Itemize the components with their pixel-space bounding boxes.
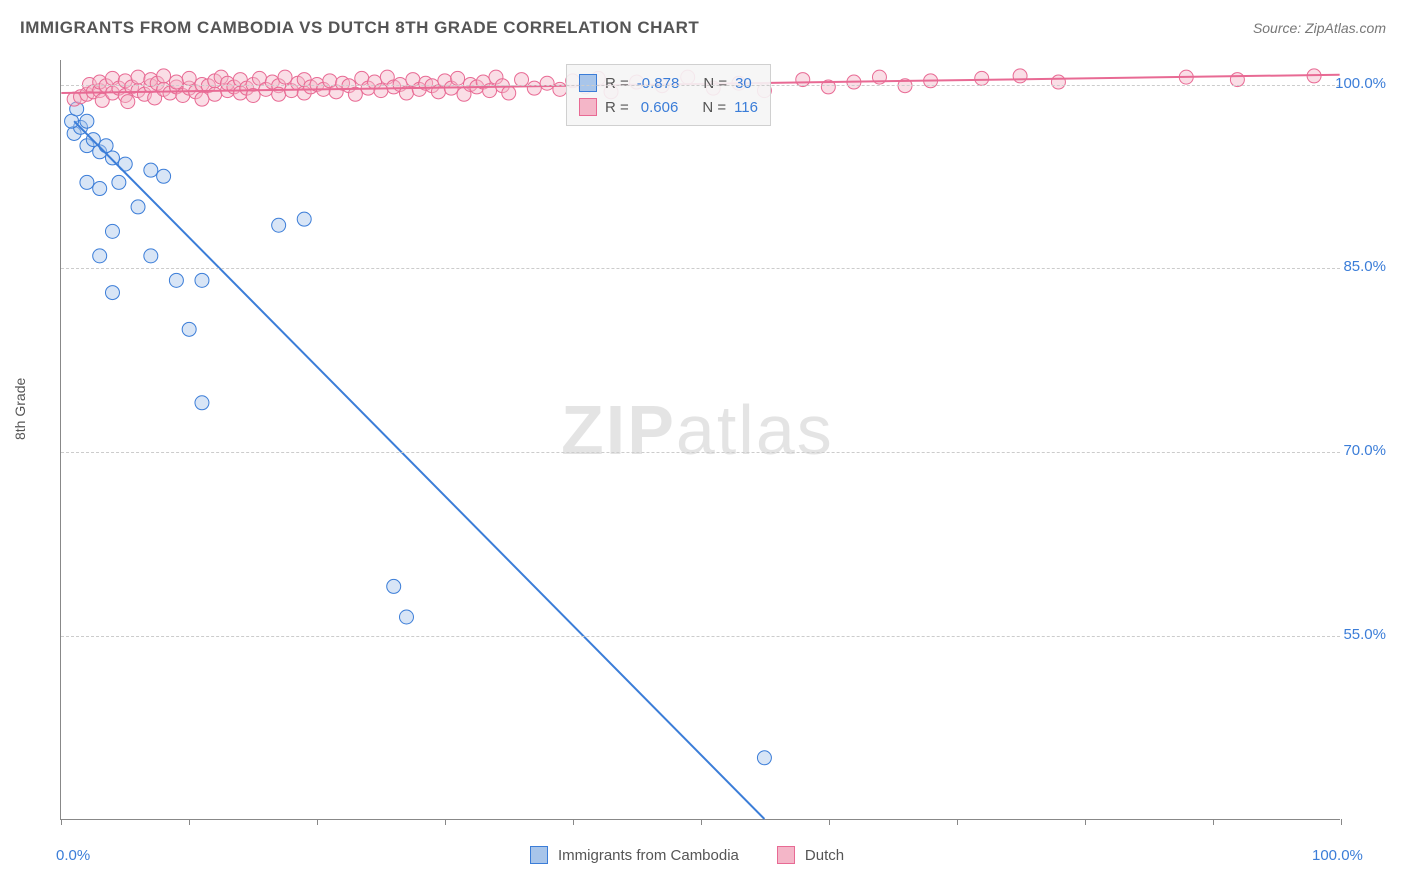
data-point [451,71,465,85]
data-point [121,95,135,109]
x-tick [317,819,318,825]
data-point [182,322,196,336]
swatch-dutch-bottom [777,846,795,864]
data-point [374,84,388,98]
swatch-dutch [579,98,597,116]
gridline [61,636,1340,637]
data-point [131,70,145,84]
n-value-dutch: 116 [734,99,758,116]
x-tick [573,819,574,825]
source-attribution: Source: ZipAtlas.com [1253,20,1386,36]
trend-line [74,121,764,819]
data-point [80,175,94,189]
data-point [975,71,989,85]
data-point [278,70,292,84]
data-point [131,200,145,214]
data-point [105,224,119,238]
x-tick [957,819,958,825]
scatter-plot-svg [61,60,1340,819]
data-point [297,212,311,226]
x-tick [829,819,830,825]
chart-title: IMMIGRANTS FROM CAMBODIA VS DUTCH 8TH GR… [20,18,699,38]
r-value-dutch: 0.606 [641,99,679,116]
gridline [61,268,1340,269]
r-value-cambodia: -0.878 [637,75,680,92]
y-axis-label: 8th Grade [12,378,28,440]
data-point [169,273,183,287]
data-point [112,175,126,189]
data-point [144,249,158,263]
data-point [93,249,107,263]
x-tick [1085,819,1086,825]
data-point [195,273,209,287]
data-point [502,86,516,100]
data-point [157,69,171,83]
legend-row-dutch: R = 0.606 N = 116 [579,95,758,119]
gridline [61,85,1340,86]
data-point [195,396,209,410]
data-point [93,182,107,196]
y-tick-label: 70.0% [1343,442,1386,459]
data-point [1013,69,1027,83]
x-tick [445,819,446,825]
data-point [208,87,222,101]
x-tick [61,819,62,825]
x-tick-label: 0.0% [56,847,90,864]
legend-row-cambodia: R = -0.878 N = 30 [579,71,758,95]
data-point [105,286,119,300]
data-point [272,218,286,232]
data-point [99,139,113,153]
legend-label-cambodia: Immigrants from Cambodia [558,847,739,864]
data-point [157,169,171,183]
data-point [182,71,196,85]
legend-label-dutch: Dutch [805,847,844,864]
data-point [169,75,183,89]
series-legend: Immigrants from Cambodia Dutch [530,846,844,864]
data-point [144,163,158,177]
y-tick-label: 55.0% [1343,626,1386,643]
data-point [80,114,94,128]
x-tick [1341,819,1342,825]
swatch-cambodia [579,74,597,92]
data-point [483,84,497,98]
data-point [387,579,401,593]
y-tick-label: 100.0% [1335,75,1386,92]
x-tick-label: 100.0% [1312,847,1363,864]
x-tick [701,819,702,825]
chart-plot-area: ZIPatlas R = -0.878 N = 30 R = 0.606 N =… [60,60,1340,820]
correlation-legend: R = -0.878 N = 30 R = 0.606 N = 116 [566,64,771,126]
data-point [540,76,554,90]
data-point [195,92,209,106]
y-tick-label: 85.0% [1343,258,1386,275]
data-point [399,610,413,624]
x-tick [1213,819,1214,825]
data-point [105,151,119,165]
x-tick [189,819,190,825]
data-point [527,81,541,95]
data-point [1051,75,1065,89]
swatch-cambodia-bottom [530,846,548,864]
gridline [61,452,1340,453]
n-value-cambodia: 30 [735,75,752,92]
data-point [757,751,771,765]
